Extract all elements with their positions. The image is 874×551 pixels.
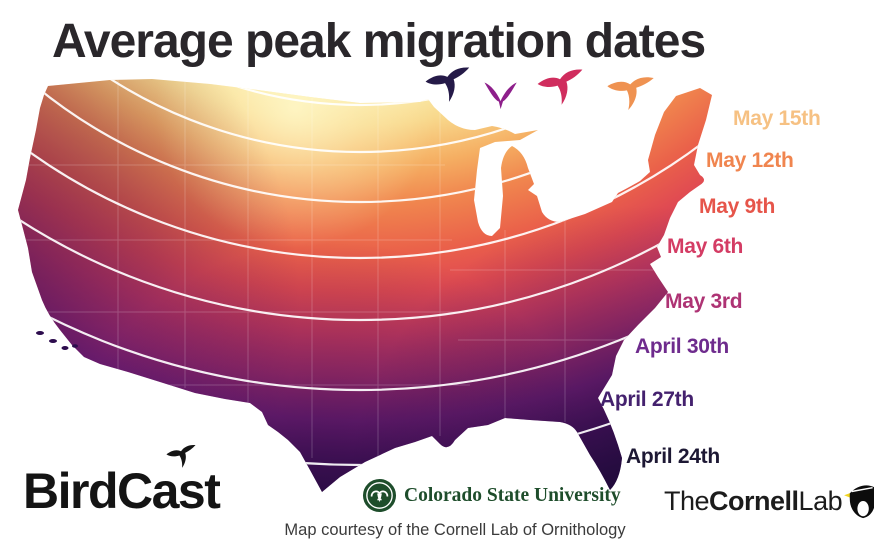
date-label-5: April 30th — [635, 335, 729, 358]
page-title: Average peak migration dates — [52, 15, 706, 68]
bird-2-icon — [537, 69, 583, 105]
bird-3-icon — [607, 77, 654, 111]
date-label-3: May 6th — [667, 235, 744, 258]
cornell-wordmark: TheCornellLab — [664, 485, 843, 517]
colorado-state-logo: Colorado State University — [362, 478, 621, 513]
birdcast-logo: BirdCast — [23, 463, 221, 519]
date-label-7: April 24th — [626, 445, 720, 468]
date-label-0: May 15th — [733, 107, 821, 130]
cornell-cornell: Cornell — [709, 485, 799, 516]
cornell-the: The — [664, 485, 710, 516]
map-caption: Map courtesy of the Cornell Lab of Ornit… — [284, 521, 626, 539]
birdcast-bird-icon — [166, 444, 196, 468]
date-label-1: May 12th — [706, 149, 794, 172]
bird-silhouettes — [425, 67, 654, 111]
cornell-lab-logo: TheCornellLab — [664, 482, 874, 520]
date-label-4: May 3rd — [665, 290, 743, 313]
bird-1-icon — [484, 82, 517, 110]
cornell-lab: Lab — [798, 485, 843, 516]
channel-islands — [36, 331, 78, 350]
cornell-sapsucker-icon — [844, 485, 874, 519]
csu-ram-emblem-icon — [362, 478, 397, 513]
bird-0-icon — [425, 67, 470, 102]
date-label-6: April 27th — [600, 388, 694, 411]
csu-wordmark: Colorado State University — [404, 484, 621, 506]
date-label-2: May 9th — [699, 195, 776, 218]
